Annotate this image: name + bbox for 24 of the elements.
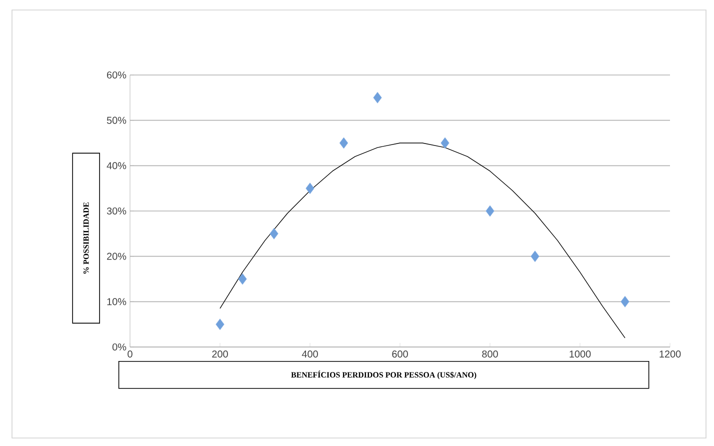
x-tick-label: 0 xyxy=(128,350,132,358)
y-tick-label: 60% xyxy=(107,71,126,79)
y-tick-label: 40% xyxy=(106,162,126,170)
point xyxy=(486,205,494,217)
point xyxy=(530,250,540,262)
point xyxy=(216,318,224,330)
x-tick-label: 600 xyxy=(392,350,408,358)
point xyxy=(440,137,450,149)
point xyxy=(270,228,278,240)
y-tick-label: 0% xyxy=(112,343,126,351)
x-tick-label: 1000 xyxy=(570,350,591,358)
y-tick-label: 50% xyxy=(106,116,126,124)
x-tick-label: 1200 xyxy=(660,350,681,358)
point xyxy=(373,92,382,104)
x-tick-label: 200 xyxy=(212,350,228,358)
x-tick-label: 400 xyxy=(302,350,318,358)
point xyxy=(306,182,314,194)
point xyxy=(238,273,247,285)
point xyxy=(620,296,630,308)
x-tick-label: 800 xyxy=(482,350,498,358)
point xyxy=(339,137,348,149)
y-tick-label: 20% xyxy=(107,252,126,260)
y-tick-label: 30% xyxy=(106,207,126,215)
y-tick-label: 10% xyxy=(107,298,126,306)
